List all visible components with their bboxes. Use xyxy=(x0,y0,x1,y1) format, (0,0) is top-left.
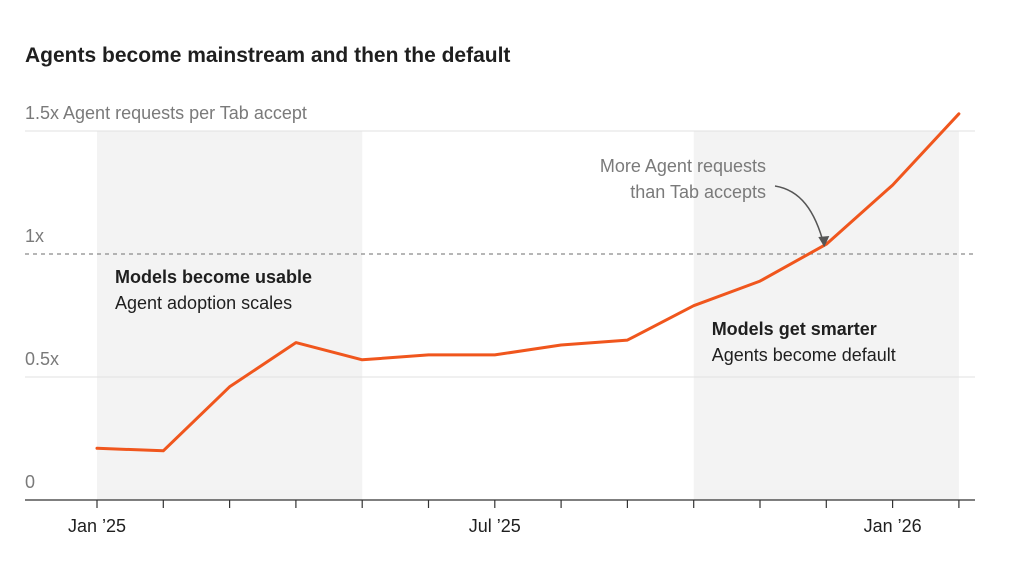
x-tick-label: Jul ’25 xyxy=(469,516,521,536)
annotation-arrow xyxy=(774,185,826,247)
annotations: Models become usable Agent adoption scale… xyxy=(115,156,896,365)
band-1 xyxy=(97,131,363,500)
band-2 xyxy=(693,131,959,500)
band-subheading: Agent adoption scales xyxy=(115,293,292,313)
y-axis-label: 1.5x Agent requests per Tab accept xyxy=(25,103,307,123)
y-tick-label: 0 xyxy=(25,472,35,492)
x-tick-label: Jan ’25 xyxy=(68,516,126,536)
chart-title: Agents become mainstream and then the de… xyxy=(25,44,510,67)
band-heading: Models become usable xyxy=(115,267,312,287)
y-tick-label: 0.5x xyxy=(25,349,59,369)
y-tick-label: 1x xyxy=(25,226,44,246)
data-series xyxy=(95,112,961,453)
band-subheading: Agents become default xyxy=(712,345,896,365)
annotation-text: More Agent requests xyxy=(600,156,766,176)
gridlines: 0 0.5x 1x 1.5x Agent requests per Tab accep… xyxy=(25,103,975,501)
annotation-arrowhead xyxy=(818,236,830,247)
annotation-text: than Tab accepts xyxy=(630,182,766,202)
highlight-bands xyxy=(97,131,959,500)
x-tick-label: Jan ’26 xyxy=(864,516,922,536)
band-heading: Models get smarter xyxy=(712,319,877,339)
series-line xyxy=(95,112,961,453)
x-axis: Jan ’25 Jul ’25 Jan ’26 xyxy=(68,500,960,536)
